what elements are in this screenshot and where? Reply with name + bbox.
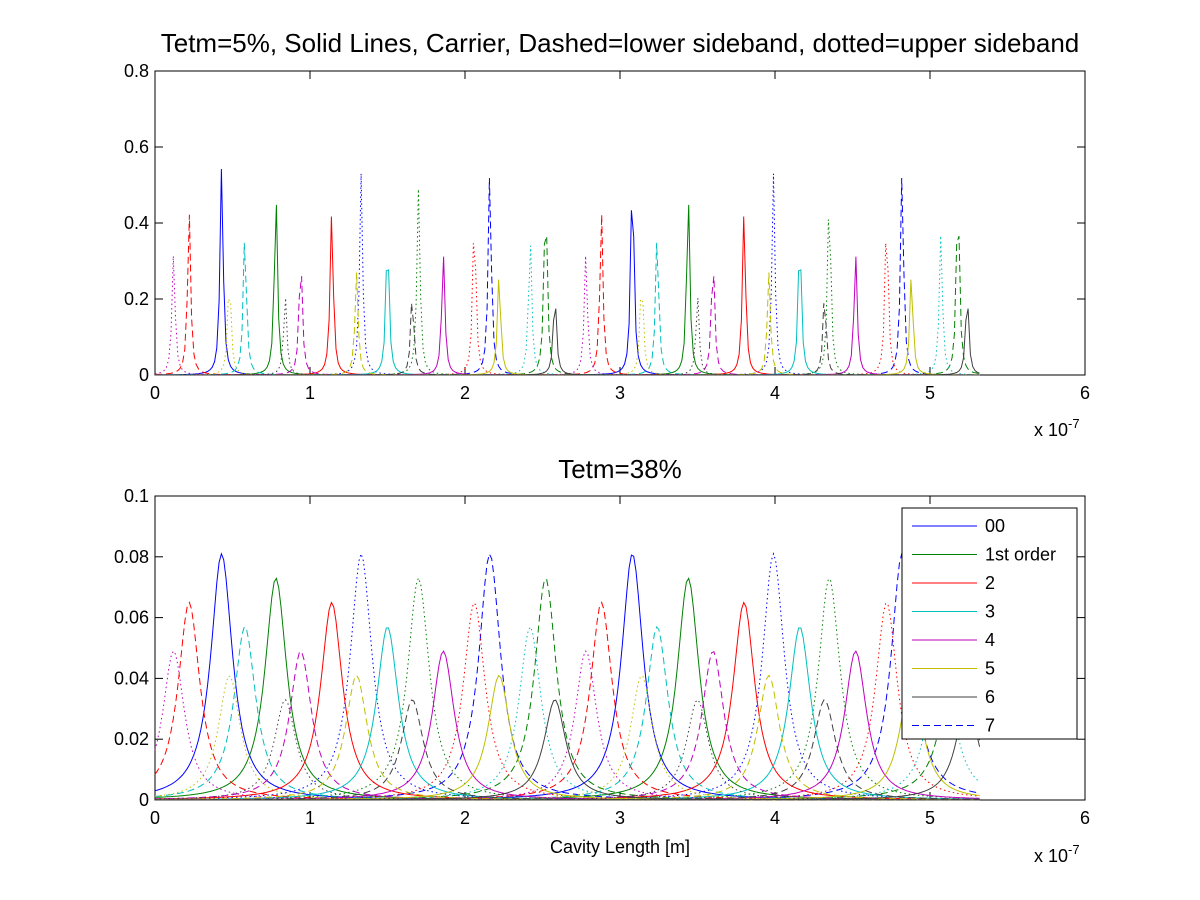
legend-label: 3 bbox=[985, 602, 995, 622]
top-x-tick-label: 2 bbox=[460, 383, 470, 403]
bottom-series-6-dashed-peak bbox=[155, 699, 980, 801]
bottom-x-exponent: x 10-7 bbox=[1034, 842, 1080, 866]
top-x-tick-label: 1 bbox=[305, 383, 315, 403]
bottom-y-tick-label: 0.06 bbox=[114, 608, 149, 628]
top-axis-ticks: 0 1 2 3 4 5 6 0 0.2 0.4 0.6 0.8 bbox=[124, 61, 1090, 403]
top-series-6-dotted-peak bbox=[155, 298, 980, 376]
top-x-exponent-power: -7 bbox=[1068, 416, 1080, 431]
top-chart-title: Tetm=5%, Solid Lines, Carrier, Dashed=lo… bbox=[161, 28, 1080, 58]
legend-label: 4 bbox=[985, 630, 995, 650]
bottom-x-tick-label: 6 bbox=[1080, 808, 1090, 828]
bottom-y-tick-label: 0 bbox=[139, 790, 149, 810]
legend: 00 1st order 2 3 4 5 6 7 bbox=[901, 507, 1078, 740]
bottom-y-tick-label: 0.1 bbox=[124, 486, 149, 506]
top-y-tick-label: 0.4 bbox=[124, 213, 149, 233]
bottom-y-tick-label: 0.02 bbox=[114, 729, 149, 749]
top-x-tick-label: 0 bbox=[150, 383, 160, 403]
top-y-tick-label: 0.2 bbox=[124, 289, 149, 309]
bottom-series-3-dotted-peak bbox=[155, 625, 980, 801]
bottom-x-tick-label: 2 bbox=[460, 808, 470, 828]
bottom-series-2-dotted-peak bbox=[155, 602, 980, 801]
top-x-tick-label: 4 bbox=[770, 383, 780, 403]
bottom-series-6-dashed-peak bbox=[155, 699, 980, 801]
top-x-exponent-base: x 10 bbox=[1034, 420, 1068, 440]
legend-label: 7 bbox=[985, 716, 995, 736]
legend-label: 2 bbox=[985, 573, 995, 593]
bottom-chart-title: Tetm=38% bbox=[558, 454, 682, 484]
top-x-tick-label: 6 bbox=[1080, 383, 1090, 403]
bottom-axis-ticks: 0 1 2 3 4 5 6 0 0.02 0.04 0.06 0.08 0.1 bbox=[114, 486, 1090, 828]
bottom-panel: Tetm=38% 0 1 2 3 4 5 6 0 0.02 0.04 0.06 0.08 0.1 Cav… bbox=[114, 454, 1090, 866]
bottom-y-tick-label: 0.08 bbox=[114, 547, 149, 567]
top-x-tick-label: 3 bbox=[615, 383, 625, 403]
top-y-tick-label: 0.6 bbox=[124, 137, 149, 157]
bottom-x-tick-label: 4 bbox=[770, 808, 780, 828]
bottom-series-5-dashed-peak bbox=[155, 674, 980, 801]
legend-label: 5 bbox=[985, 659, 995, 679]
top-panel: Tetm=5%, Solid Lines, Carrier, Dashed=lo… bbox=[124, 28, 1090, 440]
top-x-exponent: x 10-7 bbox=[1034, 416, 1080, 440]
top-y-tick-label: 0 bbox=[139, 365, 149, 385]
top-plot-area bbox=[154, 70, 1086, 376]
bottom-x-axis-label: Cavity Length [m] bbox=[550, 837, 690, 857]
top-y-tick-label: 0.8 bbox=[124, 61, 149, 81]
bottom-x-exponent-power: -7 bbox=[1068, 842, 1080, 857]
bottom-series-4-dotted-peak bbox=[154, 650, 980, 801]
legend-box bbox=[901, 507, 1078, 740]
bottom-y-tick-label: 0.04 bbox=[114, 668, 149, 688]
legend-label: 6 bbox=[985, 687, 995, 707]
bottom-x-exponent-base: x 10 bbox=[1034, 846, 1068, 866]
bottom-x-tick-label: 3 bbox=[615, 808, 625, 828]
bottom-x-tick-label: 1 bbox=[305, 808, 315, 828]
top-x-tick-label: 5 bbox=[925, 383, 935, 403]
bottom-x-tick-label: 5 bbox=[925, 808, 935, 828]
legend-label: 1st order bbox=[985, 545, 1056, 565]
bottom-series-lines bbox=[154, 552, 981, 801]
legend-label: 00 bbox=[985, 516, 1005, 536]
top-series-lines bbox=[154, 168, 980, 376]
bottom-x-tick-label: 0 bbox=[150, 808, 160, 828]
bottom-series-0-dotted-peak bbox=[155, 552, 980, 801]
